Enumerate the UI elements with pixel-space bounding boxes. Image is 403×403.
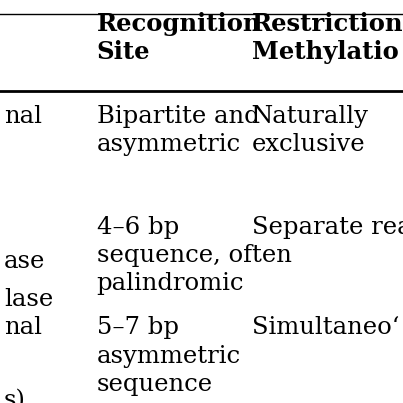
Text: Separate rea: Separate rea xyxy=(252,216,403,239)
Text: Naturally
exclusive: Naturally exclusive xyxy=(252,105,369,156)
Text: 4–6 bp
sequence, often
palindromic: 4–6 bp sequence, often palindromic xyxy=(97,216,292,295)
Text: Recognition
Site: Recognition Site xyxy=(97,12,261,64)
Text: Restriction
Methylatio: Restriction Methylatio xyxy=(252,12,403,64)
Text: 5–7 bp
asymmetric
sequence: 5–7 bp asymmetric sequence xyxy=(97,316,241,396)
Text: nal: nal xyxy=(4,316,42,339)
Text: Bipartite and
asymmetric: Bipartite and asymmetric xyxy=(97,105,260,156)
Text: Simultaneo‘: Simultaneo‘ xyxy=(252,316,399,339)
Text: s): s) xyxy=(4,389,26,403)
Text: lase: lase xyxy=(4,288,53,311)
Text: nal: nal xyxy=(4,105,42,128)
Text: ase: ase xyxy=(4,250,46,273)
